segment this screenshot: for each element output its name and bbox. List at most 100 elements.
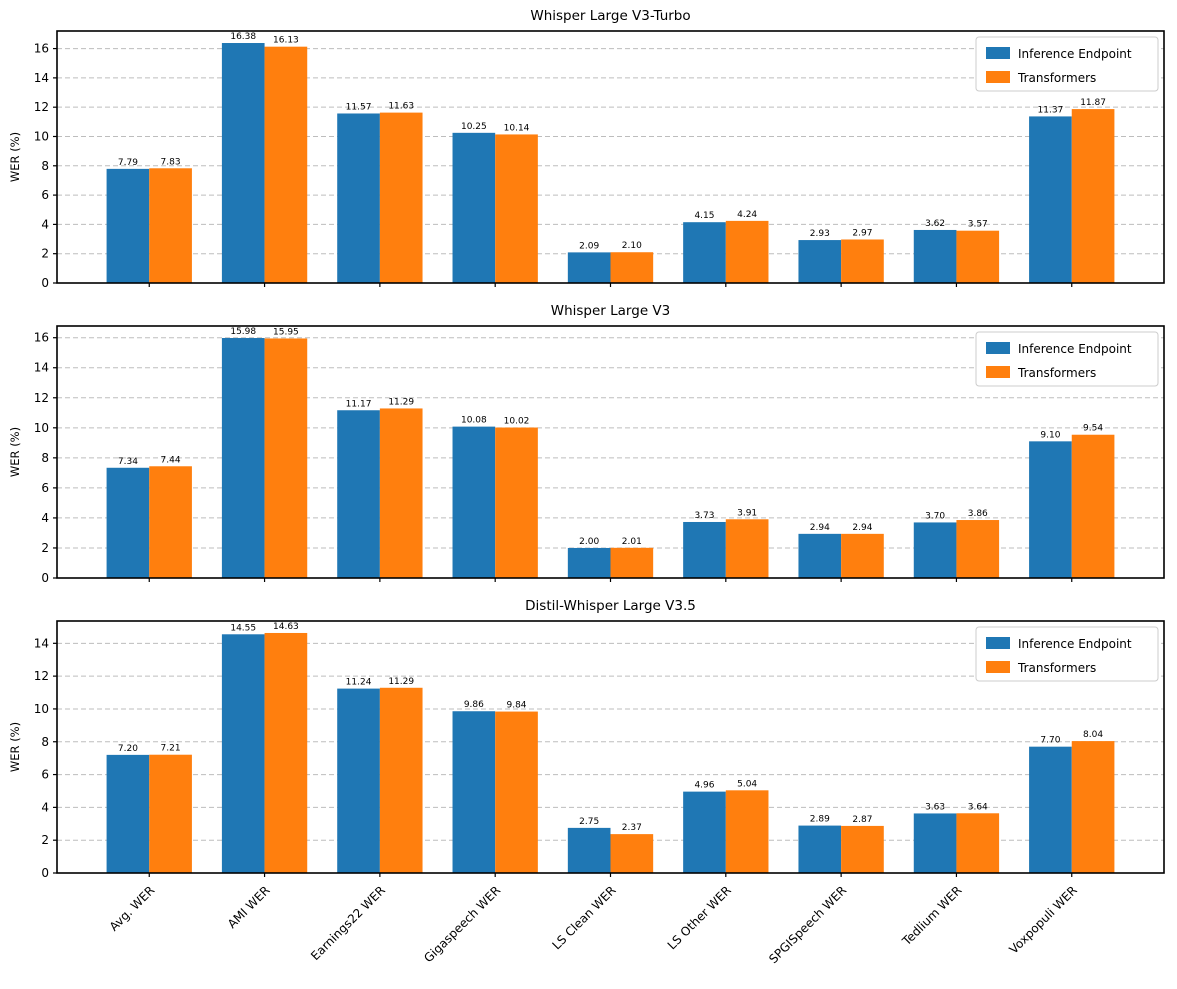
chart-panel-whisper-large-v3: 7.34 15.98 11.17 10.08 2.00 3.73 2.94 3.70 9.10 7… bbox=[8, 303, 1165, 585]
legend-label: Inference Endpoint bbox=[1018, 637, 1132, 651]
bar-inference-endpoint bbox=[567, 547, 611, 578]
bar-value-label: 11.63 bbox=[388, 102, 414, 112]
y-tick-label: 4 bbox=[41, 217, 49, 231]
bar-value-label: 7.21 bbox=[161, 744, 181, 754]
bar-transformers bbox=[1071, 434, 1115, 578]
bar-transformers bbox=[725, 220, 769, 283]
bar-transformers bbox=[495, 711, 538, 873]
bar-value-label: 11.29 bbox=[388, 677, 414, 687]
bar-value-label: 2.10 bbox=[622, 241, 642, 251]
bar-transformers bbox=[841, 825, 884, 873]
y-tick-label: 6 bbox=[41, 768, 49, 782]
y-tick-label: 14 bbox=[34, 636, 49, 650]
bar-inference-endpoint bbox=[683, 791, 726, 873]
bar-inference-endpoint bbox=[913, 229, 957, 283]
bar-inference-endpoint bbox=[683, 521, 726, 578]
bar-inference-endpoint bbox=[913, 813, 957, 873]
bar-inference-endpoint bbox=[567, 827, 611, 873]
bar-value-label: 3.62 bbox=[925, 219, 945, 229]
y-axis: 0 2 4 6 8 10 12 14 16 bbox=[34, 331, 57, 585]
bar-transformers bbox=[725, 790, 769, 873]
bar-inference-endpoint bbox=[221, 338, 265, 578]
bar-value-label: 7.70 bbox=[1040, 736, 1060, 746]
bar-inference-endpoint bbox=[1029, 746, 1072, 873]
y-axis: 0 2 4 6 8 10 12 14 16 bbox=[34, 42, 57, 290]
legend-label: Transformers bbox=[1017, 661, 1096, 675]
bar-value-label: 11.37 bbox=[1038, 105, 1064, 115]
x-tick-label: AMI WER bbox=[225, 883, 273, 931]
legend-box bbox=[975, 36, 1159, 92]
y-tick-label: 8 bbox=[41, 451, 49, 465]
legend-box bbox=[975, 626, 1159, 682]
y-tick-label: 10 bbox=[34, 702, 49, 716]
y-tick-label: 2 bbox=[41, 541, 49, 555]
bar-transformers bbox=[725, 519, 769, 578]
y-tick-label: 4 bbox=[41, 800, 49, 814]
bar-value-label: 3.57 bbox=[968, 220, 988, 230]
bar-transformers bbox=[956, 813, 1000, 873]
bar-transformers bbox=[495, 134, 538, 283]
bar-inference-endpoint bbox=[452, 132, 496, 283]
legend-swatch-inference-endpoint bbox=[986, 637, 1010, 649]
bar-value-label: 2.94 bbox=[810, 523, 830, 533]
bar-value-label: 11.87 bbox=[1080, 98, 1106, 108]
bar-value-label: 3.91 bbox=[737, 508, 757, 518]
bar-value-label: 8.04 bbox=[1083, 730, 1103, 740]
bar-value-label: 2.01 bbox=[622, 537, 642, 547]
bar-value-label: 2.87 bbox=[852, 815, 872, 825]
bar-value-label: 10.25 bbox=[461, 122, 487, 132]
bar-inference-endpoint bbox=[913, 522, 957, 578]
chart-title: Whisper Large V3-Turbo bbox=[530, 8, 690, 24]
bar-value-label: 2.75 bbox=[579, 817, 599, 827]
bar-value-label: 10.14 bbox=[504, 123, 530, 133]
bar-value-label: 3.64 bbox=[968, 802, 988, 812]
y-tick-label: 6 bbox=[41, 188, 49, 202]
bar-value-label: 10.08 bbox=[461, 416, 487, 426]
y-tick-label: 6 bbox=[41, 481, 49, 495]
y-tick-label: 14 bbox=[34, 71, 49, 85]
bar-value-label: 9.86 bbox=[464, 700, 484, 710]
y-tick-label: 16 bbox=[34, 331, 49, 345]
x-tick-label: LS Clean WER bbox=[549, 883, 618, 952]
bar-inference-endpoint bbox=[567, 252, 611, 283]
y-axis-label: WER (%) bbox=[8, 427, 22, 477]
bar-value-label: 9.10 bbox=[1040, 430, 1060, 440]
bar-transformers bbox=[956, 230, 1000, 283]
bar-value-label: 11.29 bbox=[388, 397, 414, 407]
legend-swatch-transformers bbox=[986, 661, 1010, 673]
bar-value-label: 3.73 bbox=[694, 511, 714, 521]
bar-value-label: 3.63 bbox=[925, 802, 945, 812]
bar-transformers bbox=[379, 408, 423, 578]
chart-panel-distil-whisper-large-v3-5: 7.20 14.55 11.24 9.86 2.75 4.96 2.89 3.63 7.70 7.… bbox=[8, 598, 1165, 966]
legend: Inference Endpoint Transformers bbox=[975, 36, 1159, 92]
bar-transformers bbox=[1071, 741, 1115, 873]
y-axis-label: WER (%) bbox=[8, 722, 22, 772]
bar-transformers bbox=[149, 754, 192, 873]
bar-value-label: 2.93 bbox=[810, 229, 830, 239]
bar-inference-endpoint bbox=[452, 426, 496, 578]
bars: 7.20 14.55 11.24 9.86 2.75 4.96 2.89 3.63 7.70 7.… bbox=[106, 622, 1115, 873]
y-tick-label: 10 bbox=[34, 129, 49, 143]
bar-value-label: 16.13 bbox=[273, 36, 299, 46]
bar-value-label: 3.70 bbox=[925, 511, 945, 521]
y-axis: 0 2 4 6 8 10 12 14 bbox=[34, 636, 57, 880]
y-axis-label: WER (%) bbox=[8, 132, 22, 182]
bar-inference-endpoint bbox=[1029, 441, 1072, 578]
legend-box bbox=[975, 331, 1159, 387]
bars: 7.34 15.98 11.17 10.08 2.00 3.73 2.94 3.70 9.10 7… bbox=[106, 327, 1115, 578]
bar-value-label: 7.79 bbox=[118, 158, 138, 168]
y-tick-label: 0 bbox=[41, 276, 49, 290]
bar-value-label: 9.54 bbox=[1083, 424, 1103, 434]
bar-value-label: 11.17 bbox=[346, 399, 372, 409]
bar-inference-endpoint bbox=[798, 825, 842, 873]
bar-value-label: 7.44 bbox=[161, 455, 181, 465]
bar-value-label: 4.24 bbox=[737, 210, 757, 220]
legend-label: Transformers bbox=[1017, 366, 1096, 380]
y-tick-label: 2 bbox=[41, 247, 49, 261]
bar-inference-endpoint bbox=[798, 533, 842, 578]
bar-value-label: 3.86 bbox=[968, 509, 988, 519]
bar-value-label: 2.09 bbox=[579, 241, 599, 251]
y-tick-label: 12 bbox=[34, 391, 49, 405]
x-axis: Avg. WER AMI WER Earnings22 WER Gigaspeech … bbox=[107, 873, 1080, 966]
